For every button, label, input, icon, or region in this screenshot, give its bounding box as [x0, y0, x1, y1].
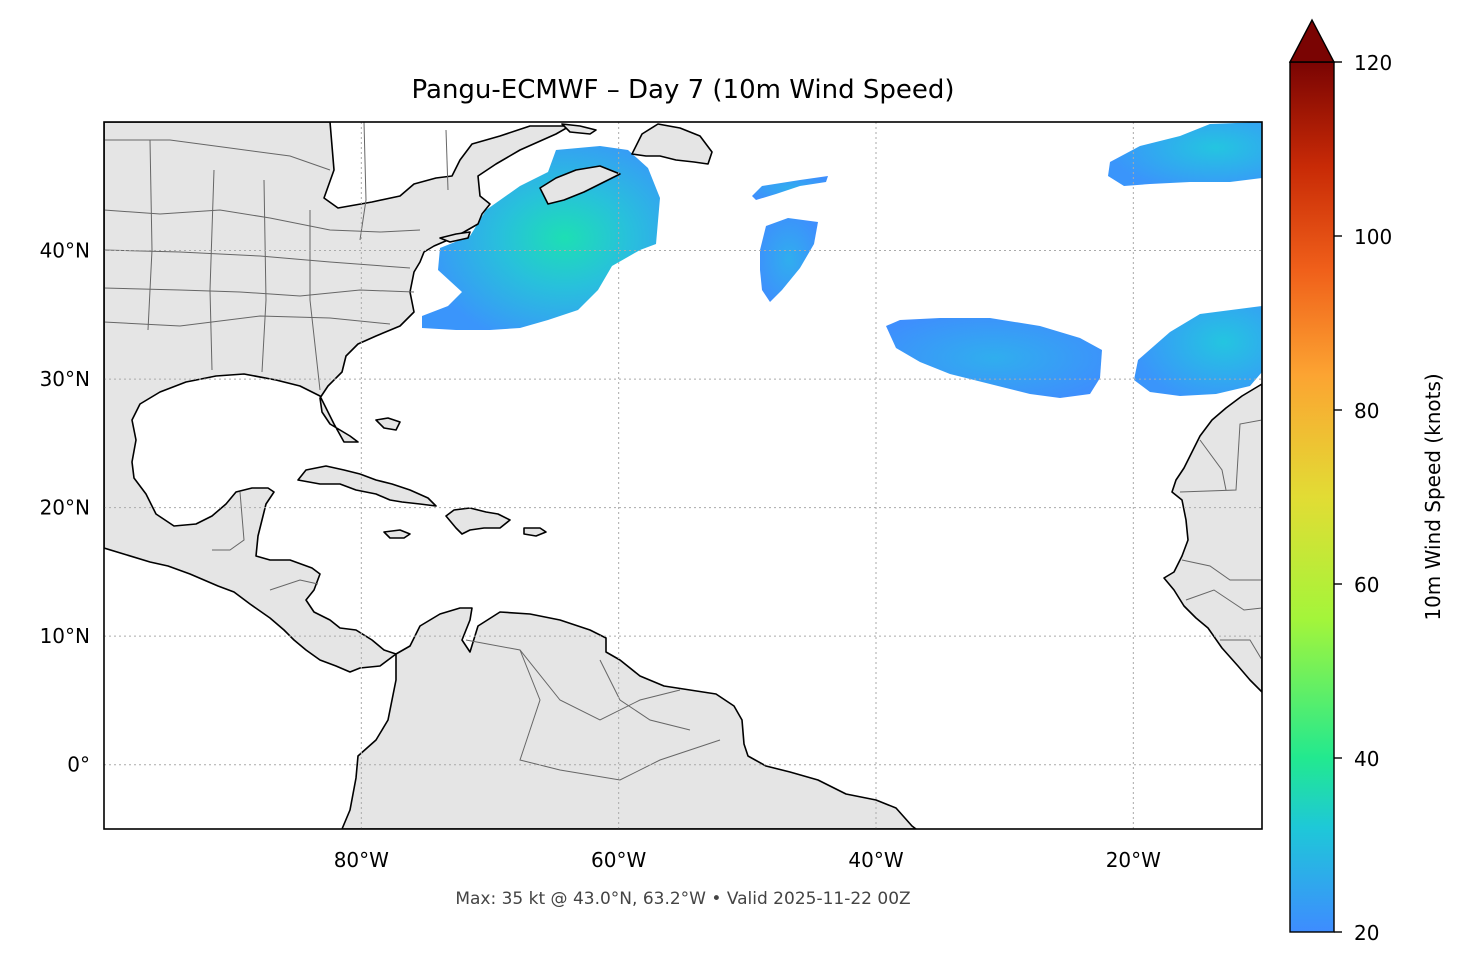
state-border — [104, 209, 421, 233]
longitude-tick-labels: 80°W 60°W 40°W 20°W — [334, 848, 1161, 872]
wind-region-northeast-atlantic — [1108, 122, 1262, 186]
country-border — [519, 649, 721, 781]
map-title: Pangu-ECMWF – Day 7 (10m Wind Speed) — [412, 75, 955, 105]
lat-tick-label: 20°N — [40, 496, 90, 520]
lon-tick-label: 80°W — [334, 848, 389, 872]
state-border — [104, 287, 415, 297]
lat-tick-label: 40°N — [40, 239, 90, 263]
nova-scotia-land — [539, 165, 621, 205]
max-wind-annotation: Max: 35 kt @ 43.0°N, 63.2°W • Valid 2025… — [455, 889, 910, 909]
country-border — [1179, 419, 1262, 493]
map-frame — [103, 121, 1263, 830]
colorbar-extend-arrow — [1288, 18, 1336, 63]
jamaica-island — [383, 529, 411, 539]
state-border — [104, 315, 391, 327]
colorbar: 120 100 80 60 40 20 10m Wind Speed (knots) — [1288, 18, 1445, 945]
south-america-land — [341, 607, 917, 829]
lon-tick-label: 60°W — [591, 848, 646, 872]
state-border — [104, 249, 411, 269]
wind-region-central-atlantic-north — [752, 176, 828, 200]
latitude-tick-labels: 40°N 30°N 20°N 10°N 0° — [40, 239, 90, 777]
state-border — [445, 129, 449, 191]
lat-tick-label: 30°N — [40, 367, 90, 391]
country-border — [269, 579, 319, 591]
land-layer — [104, 122, 1262, 829]
colorbar-gradient — [1289, 61, 1335, 933]
colorbar-tick-label: 60 — [1354, 573, 1379, 597]
newfoundland-island — [631, 123, 713, 165]
country-border — [1185, 589, 1262, 611]
political-borders — [104, 122, 1262, 781]
puerto-rico-island — [523, 527, 547, 537]
cuba-island — [297, 465, 437, 507]
colorbar-label: 10m Wind Speed (knots) — [1421, 373, 1445, 620]
wind-region-northwest-atlantic — [422, 146, 660, 330]
lat-tick-label: 0° — [67, 753, 90, 777]
lat-tick-label: 10°N — [40, 624, 90, 648]
wind-region-subtropical-atlantic — [886, 318, 1102, 398]
state-border — [147, 139, 153, 331]
lon-tick-label: 40°W — [848, 848, 903, 872]
colorbar-tick-label: 40 — [1354, 747, 1379, 771]
wind-speed-layer — [422, 122, 1262, 398]
state-border — [104, 139, 331, 171]
hispaniola-island — [445, 507, 511, 535]
state-border — [359, 122, 367, 241]
country-border — [599, 659, 691, 731]
colorbar-tick-label: 120 — [1354, 51, 1392, 75]
state-border — [261, 179, 267, 373]
long-island — [439, 231, 471, 243]
country-border — [1199, 439, 1227, 491]
colorbar-tick-label: 80 — [1354, 399, 1379, 423]
north-america-land — [104, 122, 571, 673]
state-border — [209, 169, 215, 371]
state-border — [309, 210, 321, 391]
map-panel — [104, 122, 1262, 829]
country-border — [1220, 639, 1262, 661]
anticosti-island — [561, 123, 597, 135]
colorbar-ticks: 120 100 80 60 40 20 — [1334, 51, 1392, 945]
map-gridlines — [104, 122, 1262, 829]
colorbar-tick-label: 100 — [1354, 225, 1392, 249]
wind-region-central-atlantic — [760, 218, 818, 302]
country-border — [1181, 559, 1262, 581]
wind-region-eastern-atlantic — [1134, 306, 1262, 396]
colorbar-tick-label: 20 — [1354, 921, 1379, 945]
country-border — [212, 491, 245, 551]
lon-tick-label: 20°W — [1106, 848, 1161, 872]
bahamas-island — [375, 417, 401, 431]
country-border — [465, 639, 681, 721]
